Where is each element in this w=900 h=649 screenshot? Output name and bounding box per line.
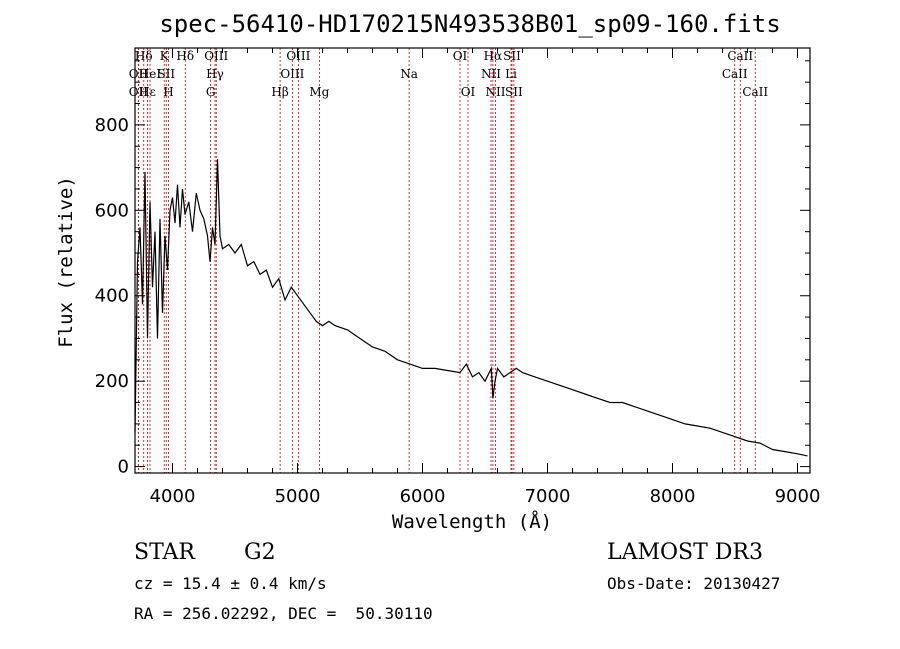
- x-tick-label: 7000: [525, 486, 571, 507]
- spectrum-line: [134, 159, 808, 457]
- observation-date: Obs-Date: 20130427: [607, 574, 781, 593]
- line-label: OI: [461, 85, 476, 99]
- line-label: Hδ: [176, 49, 194, 63]
- line-label: H: [163, 85, 173, 99]
- line-label: OII: [129, 85, 149, 99]
- line-markers: [137, 48, 756, 473]
- line-label: Na: [400, 67, 418, 81]
- line-label: SII: [157, 67, 175, 81]
- line-label: K: [160, 49, 170, 63]
- coordinates: RA = 256.02292, DEC = 50.30110: [134, 604, 433, 623]
- line-label: OIII: [280, 67, 304, 81]
- line-label: CaII: [727, 49, 753, 63]
- line-label: CaII: [742, 85, 768, 99]
- line-label: OI: [453, 49, 468, 63]
- axis-ticks: 4000 5000 6000 7000 8000 9000 0 200 400 600 800: [95, 48, 821, 507]
- y-tick-label: 400: [95, 286, 129, 307]
- line-label: OIII: [204, 49, 228, 63]
- survey-name: LAMOST DR3: [607, 540, 763, 565]
- x-tick-label: 5000: [275, 486, 321, 507]
- line-label: Mg: [309, 85, 329, 99]
- spectral-subclass: G2: [244, 540, 276, 565]
- y-tick-label: 200: [95, 371, 129, 392]
- object-class: STAR: [134, 540, 195, 565]
- redshift-value: cz = 15.4 ± 0.4 km/s: [134, 574, 327, 593]
- line-label: SII: [505, 85, 523, 99]
- line-label: G: [206, 85, 216, 99]
- line-label: Li: [505, 67, 517, 81]
- x-tick-label: 8000: [650, 486, 696, 507]
- y-axis-label: Flux (relative): [55, 176, 77, 348]
- line-label: Hβ: [271, 85, 288, 99]
- line-label: Hγ: [206, 67, 224, 81]
- line-label: CaII: [722, 67, 748, 81]
- line-label: Hα: [484, 49, 503, 63]
- line-label: OIII: [286, 49, 310, 63]
- x-tick-label: 6000: [400, 486, 446, 507]
- line-label: SII: [503, 49, 521, 63]
- y-tick-label: 600: [95, 200, 129, 221]
- line-label: Hε: [139, 85, 156, 99]
- line-label: NII: [481, 67, 501, 81]
- line-label: OII: [129, 67, 149, 81]
- chart-title: spec-56410-HD170215N493538B01_sp09-160.f…: [159, 10, 780, 38]
- y-tick-label: 800: [95, 115, 129, 136]
- y-tick-label: 0: [118, 457, 129, 478]
- x-tick-label: 9000: [775, 486, 821, 507]
- x-axis-label: Wavelength (Å): [392, 510, 552, 533]
- plot-frame: [134, 47, 811, 474]
- line-label: HeI: [139, 67, 162, 81]
- line-label: Hδ: [135, 49, 153, 63]
- x-tick-label: 4000: [150, 486, 196, 507]
- line-label: NII: [486, 85, 506, 99]
